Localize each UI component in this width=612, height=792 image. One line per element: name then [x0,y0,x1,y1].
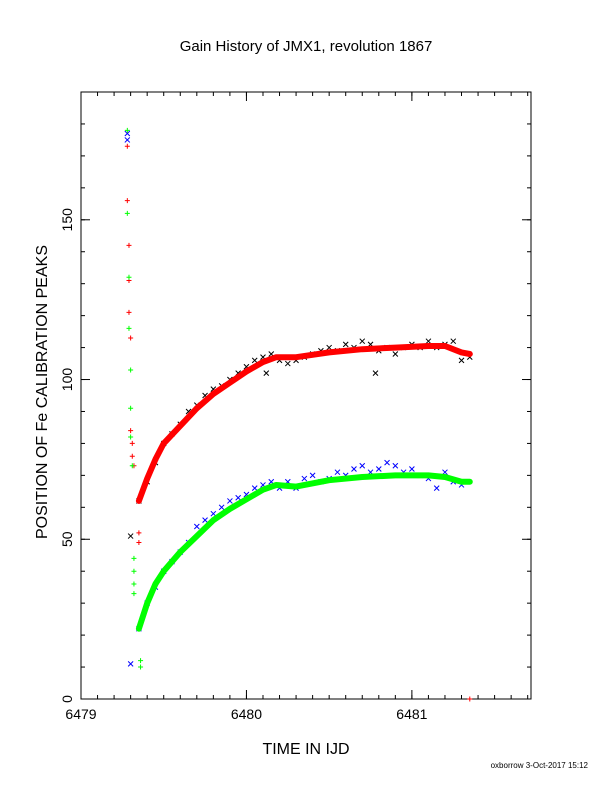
series-3-point [218,504,225,511]
series-5-point [124,127,130,133]
series-5-point [131,555,137,561]
series-2-point [128,335,134,341]
series-3-point [309,472,316,479]
series-5-point [131,568,137,574]
series-5-point [126,274,132,280]
y-tick-label: 0 [59,695,75,703]
series-5-point [131,581,137,587]
series-2-point [124,198,130,204]
series-3-point [334,469,341,476]
series-2-point [136,539,142,545]
series-2-point [129,453,135,459]
series-0-point [450,338,457,345]
series-2-point [136,530,142,536]
x-axis-label: TIME IN IJD [262,741,349,758]
series-0-point [342,341,349,348]
series-5-point [128,405,134,411]
chart-title: Gain History of JMX1, revolution 1867 [180,38,433,55]
series-5-point [129,463,135,469]
axis-tick-labels: 6479 6480 6481 0 50 100 150 [59,208,428,722]
series-0-point [263,370,270,376]
series-0-point [359,338,366,345]
series-0-point [284,360,291,367]
series-5-point [138,664,144,670]
series-2-point [124,143,130,149]
series-1-line [135,343,473,504]
series-2-point [126,309,132,315]
series-3-point [375,466,382,472]
series-0-point [127,533,134,539]
series-3-point [359,462,366,469]
series-3-point [124,130,131,137]
series-2-point [467,696,473,702]
footer-stamp: oxborrow 3-Oct-2017 15:12 [491,761,589,770]
plot-frame [80,91,532,700]
series-2-point [129,440,135,446]
series-5-point [131,591,137,597]
series-5-point [138,658,144,664]
y-tick-label: 150 [59,208,75,232]
y-axis-label: POSITION OF Fe CALIBRATION PEAKS [34,245,51,539]
x-tick-label: 6479 [65,706,96,722]
series-0-point [425,338,432,345]
series-0-point [372,370,379,376]
axis-ticks [80,91,531,700]
series-5-point [124,210,130,216]
series-5-point [126,325,132,331]
series-5-point [128,367,134,373]
series-3-point [409,466,415,472]
series-3-point [351,466,357,472]
series-3-point [202,517,208,523]
series-3-point [433,485,440,492]
series-0-point [458,357,465,364]
series-3-point [127,661,134,667]
series-2-point [126,242,132,248]
data-marks [124,127,473,702]
series-3-point [124,137,131,143]
series-3-point [227,498,233,504]
x-tick-label: 6481 [396,706,427,722]
series-5-point [128,434,134,440]
y-tick-label: 100 [59,368,75,392]
series-3-point [384,459,390,466]
series-3-point [235,494,242,501]
x-tick-label: 6480 [231,706,262,722]
y-tick-label: 50 [59,531,75,547]
series-4-line [135,472,473,632]
series-3-point [301,475,308,482]
series-3-point [392,462,399,469]
series-3-point [210,510,217,517]
series-0-point [251,357,258,364]
series-0-point [392,351,399,357]
series-3-point [251,485,258,492]
series-3-point [193,523,200,530]
series-2-point [128,428,134,434]
